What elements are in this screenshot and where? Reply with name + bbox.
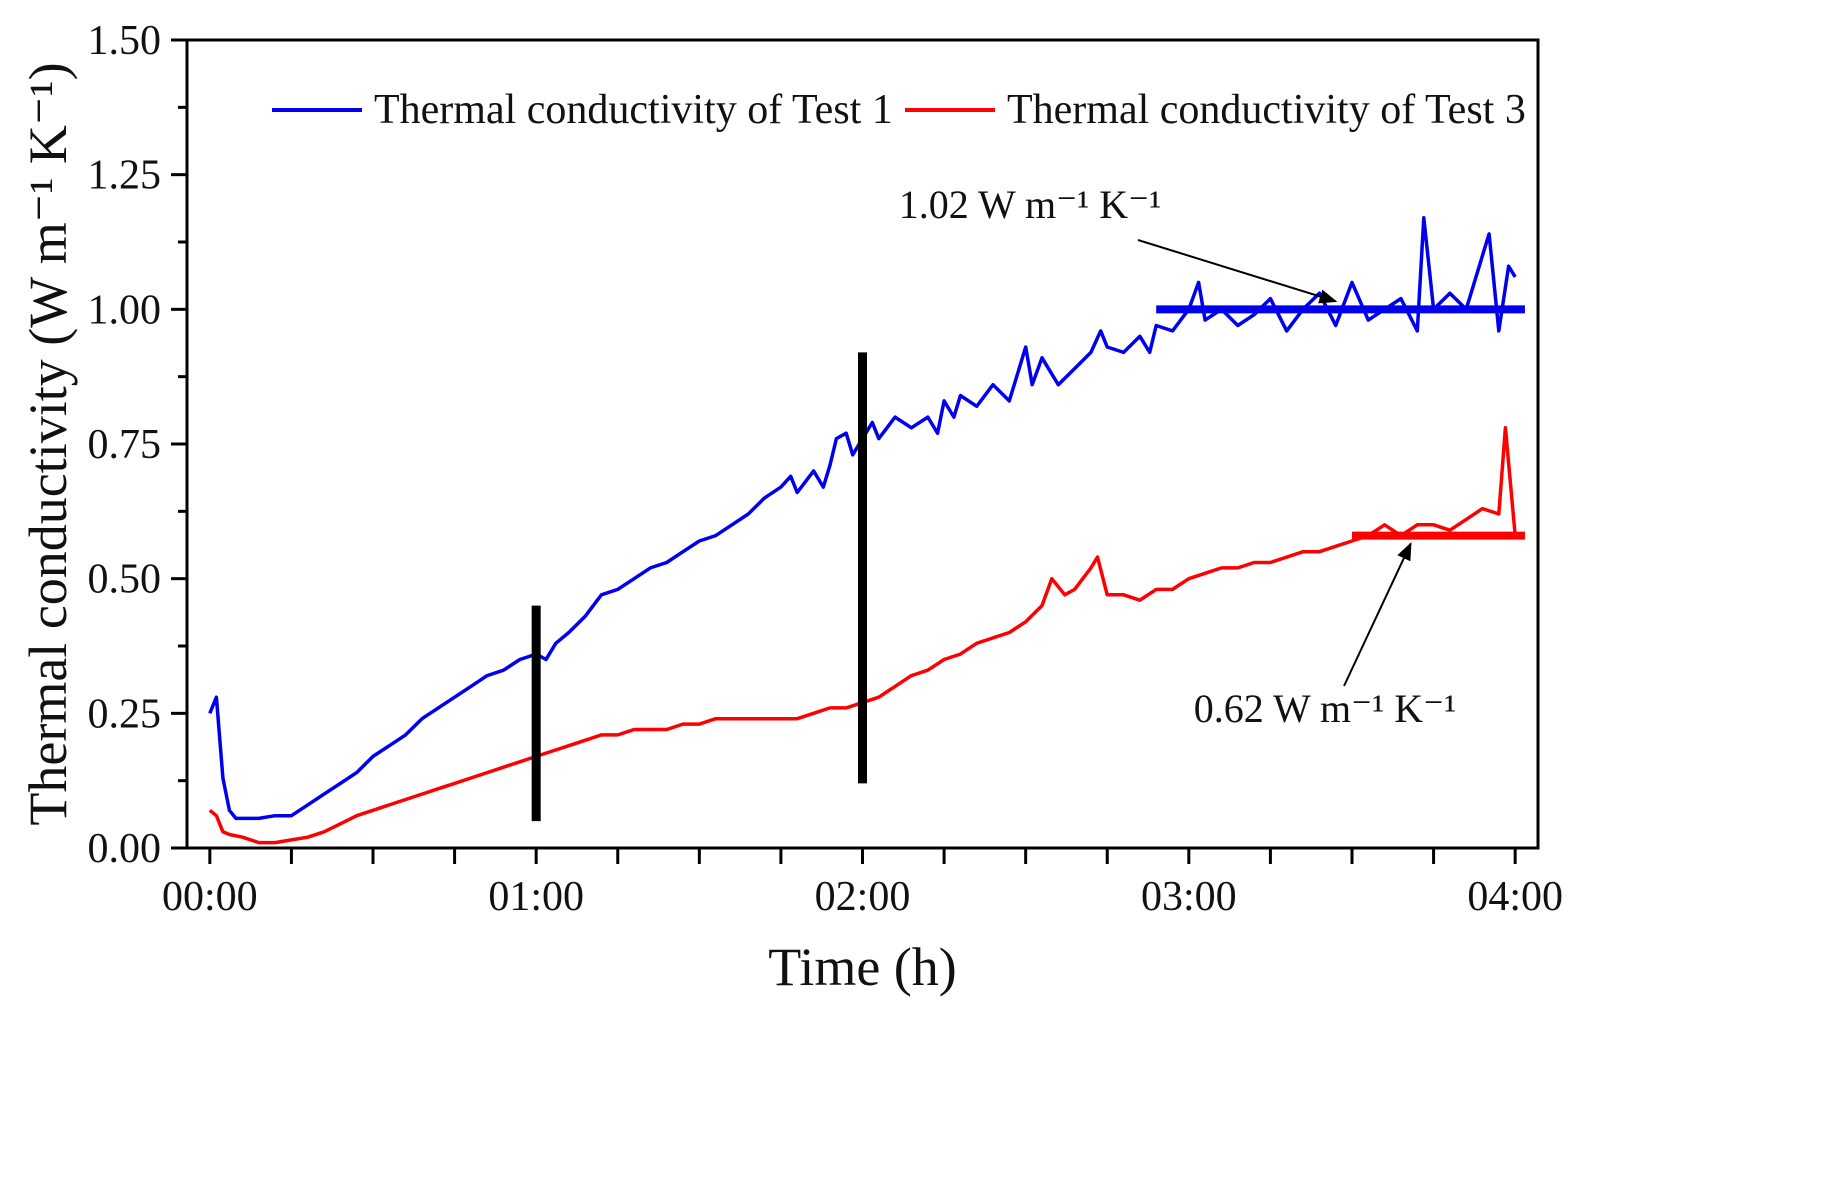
y-tick-label: 1.50 bbox=[88, 18, 162, 64]
legend-label-1: Thermal conductivity of Test 1 bbox=[374, 87, 893, 133]
plot-area: 1.02 W m⁻¹ K⁻¹ 0.62 W m⁻¹ K⁻¹ bbox=[208, 182, 1525, 845]
y-tick-label: 1.25 bbox=[88, 153, 162, 199]
annotation-label-2: 0.62 W m⁻¹ K⁻¹ bbox=[1194, 686, 1457, 731]
series-line-2 bbox=[208, 426, 1517, 845]
legend: Thermal conductivity of Test 1 Thermal co… bbox=[272, 87, 1526, 133]
x-tick-label: 03:00 bbox=[1141, 874, 1237, 920]
y-tick-label: 0.50 bbox=[88, 557, 162, 603]
x-tick-label: 00:00 bbox=[162, 874, 258, 920]
x-axis-title: Time (h) bbox=[768, 937, 957, 997]
legend-label-2: Thermal conductivity of Test 3 bbox=[1007, 87, 1526, 133]
x-tick-label: 04:00 bbox=[1467, 874, 1563, 920]
axes: 0.00 0.25 0.50 0.75 1.00 1.25 1.50 00:00 01:00 02… bbox=[88, 18, 1563, 920]
y-tick-label: 1.00 bbox=[88, 287, 162, 333]
x-tick-label: 01:00 bbox=[488, 874, 584, 920]
annotation-arrow-2 bbox=[1343, 541, 1412, 687]
y-tick-label: 0.75 bbox=[88, 422, 162, 468]
y-tick-label: 0.25 bbox=[88, 691, 162, 737]
y-tick-label: 0.00 bbox=[88, 826, 162, 872]
annotation-arrow-1 bbox=[1137, 239, 1338, 304]
y-axis-title: Thermal conductivity (W m⁻¹ K⁻¹) bbox=[18, 62, 78, 825]
series-line-1 bbox=[208, 216, 1517, 821]
annotation-label-1: 1.02 W m⁻¹ K⁻¹ bbox=[899, 182, 1162, 227]
x-tick-label: 02:00 bbox=[815, 874, 911, 920]
